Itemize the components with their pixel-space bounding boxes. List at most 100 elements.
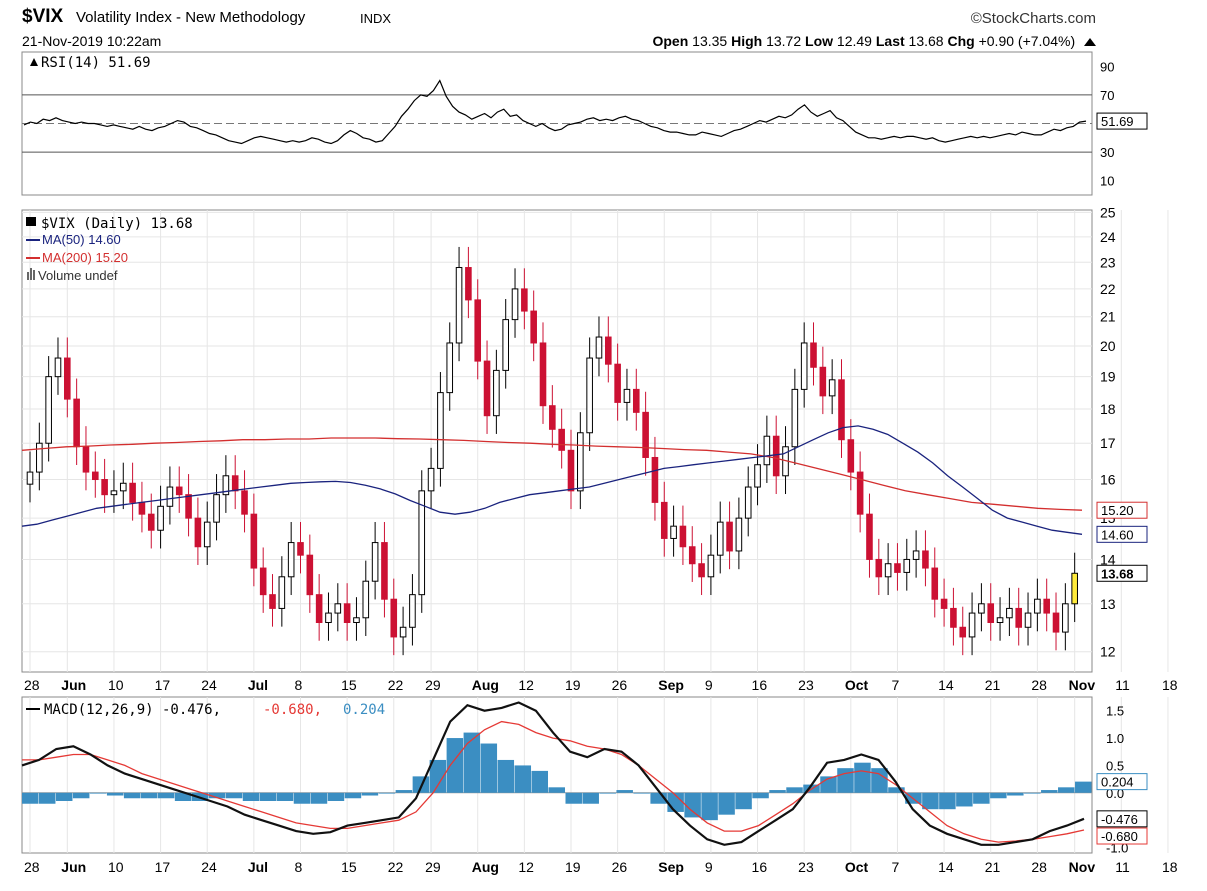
candle-body [539, 342, 547, 407]
macd-histogram-bar [1007, 792, 1024, 796]
candle-body [64, 357, 71, 400]
ma200-value-label-box [1096, 501, 1148, 519]
candle-body [884, 563, 892, 578]
candle-body [978, 603, 985, 614]
macd-histogram-bar [786, 787, 803, 793]
histogram-legend-text: 0.204 [343, 702, 385, 718]
rsi-line [23, 79, 1087, 145]
volume-legend-text: Volume undef [38, 268, 118, 283]
candle-body [147, 513, 155, 531]
macd-signal-line [22, 720, 1085, 843]
candle-body [726, 521, 733, 552]
candle-body [54, 357, 62, 378]
price-x-tick: 22 [388, 677, 404, 693]
macd-x-tick: 29 [425, 859, 441, 875]
price-x-tick: 28 [24, 677, 40, 693]
macd-histogram-bar [939, 792, 956, 810]
candle-body [968, 612, 976, 638]
price-x-tick: Sep [658, 677, 684, 693]
ma50-legend-text: MA(50) 14.60 [42, 232, 121, 247]
macd-histogram-bar [514, 765, 532, 793]
macd-x-tick: 28 [1031, 859, 1047, 875]
candle-body [735, 517, 743, 552]
candle-body [754, 464, 761, 488]
macd-histogram-bar [225, 792, 243, 799]
macd-x-tick: Aug [472, 859, 499, 875]
rsi-y-tick: 70 [1100, 88, 1114, 103]
candle-body [912, 550, 920, 560]
candle-body [950, 607, 957, 628]
price-y-tick: 13 [1100, 596, 1116, 612]
macd-value-label-box [1096, 810, 1148, 828]
rsi-value-label-box [1096, 112, 1148, 130]
macd-x-tick: 19 [565, 859, 581, 875]
macd-histogram-bar [888, 787, 905, 793]
candle-body [483, 360, 491, 417]
candle-body [623, 388, 631, 403]
macd-histogram-bar [412, 776, 430, 793]
candle-body [203, 521, 211, 548]
rsi-y-tick: 90 [1100, 59, 1114, 74]
candle-body [110, 490, 118, 496]
quote-datetime: 21-Nov-2019 10:22am [22, 33, 162, 49]
candle-body [129, 482, 136, 503]
candle-body [437, 392, 444, 469]
macd-legend-text: MACD(12,26,9) -0.476, [44, 702, 221, 718]
candle-body [819, 366, 827, 397]
candle-body [810, 342, 817, 368]
macd-x-tick: 10 [108, 859, 124, 875]
candle-body [707, 554, 715, 578]
candle-body [744, 486, 752, 519]
candle-body [455, 267, 463, 344]
price-y-tick: 24 [1100, 229, 1116, 245]
candle-body [1024, 612, 1032, 628]
candle-body [838, 379, 845, 441]
candle-body [987, 603, 995, 624]
macd-histogram-bar [123, 792, 141, 799]
candle-body [595, 336, 603, 359]
candle-body [371, 542, 379, 582]
price-x-tick: 29 [425, 677, 441, 693]
high-value: 13.72 [766, 33, 802, 49]
candle-body [1052, 612, 1060, 633]
macd-histogram-bar [259, 792, 277, 801]
histogram-value-label-box [1096, 773, 1148, 791]
macd-histogram-bar [72, 792, 90, 799]
candle-body [287, 542, 295, 578]
macd-y-tick: 1.5 [1106, 704, 1124, 719]
macd-x-tick: 21 [985, 859, 1001, 875]
price-y-tick: 20 [1100, 338, 1116, 354]
candle-body [175, 486, 183, 496]
macd-x-tick: 24 [201, 859, 217, 875]
macd-histogram-bar [1075, 781, 1092, 793]
low-label: Low [805, 33, 834, 49]
macd-histogram-bar [276, 792, 294, 801]
candle-body [259, 567, 267, 596]
macd-histogram-bar [973, 792, 990, 804]
last-label: Last [875, 33, 905, 49]
candle-body [903, 558, 911, 573]
macd-histogram-bar [701, 792, 718, 821]
candle-body [306, 554, 314, 596]
candle-body [213, 494, 220, 523]
macd-histogram-bar [327, 792, 345, 801]
signal-legend-text: -0.680, [263, 702, 322, 718]
ma200-legend-text: MA(200) 15.20 [42, 250, 128, 265]
candle-body [1015, 607, 1023, 628]
macd-histogram-bar [310, 792, 328, 804]
candle-body [670, 525, 677, 539]
ma50-value-label: 14.60 [1101, 527, 1134, 542]
candle-body [1006, 607, 1013, 619]
macd-histogram-bar [956, 792, 973, 807]
price-y-tick: 22 [1100, 281, 1116, 297]
macd-histogram-bar [922, 792, 939, 810]
price-x-tick: Jul [248, 677, 268, 693]
candle-body [614, 363, 621, 403]
price-y-tick: 23 [1100, 254, 1116, 270]
candle-body [91, 471, 99, 481]
candle-body [521, 288, 528, 312]
macd-histogram-bar [174, 792, 192, 801]
candle-body [418, 490, 426, 596]
candle-body [632, 388, 640, 413]
macd-panel-frame [21, 696, 1093, 854]
